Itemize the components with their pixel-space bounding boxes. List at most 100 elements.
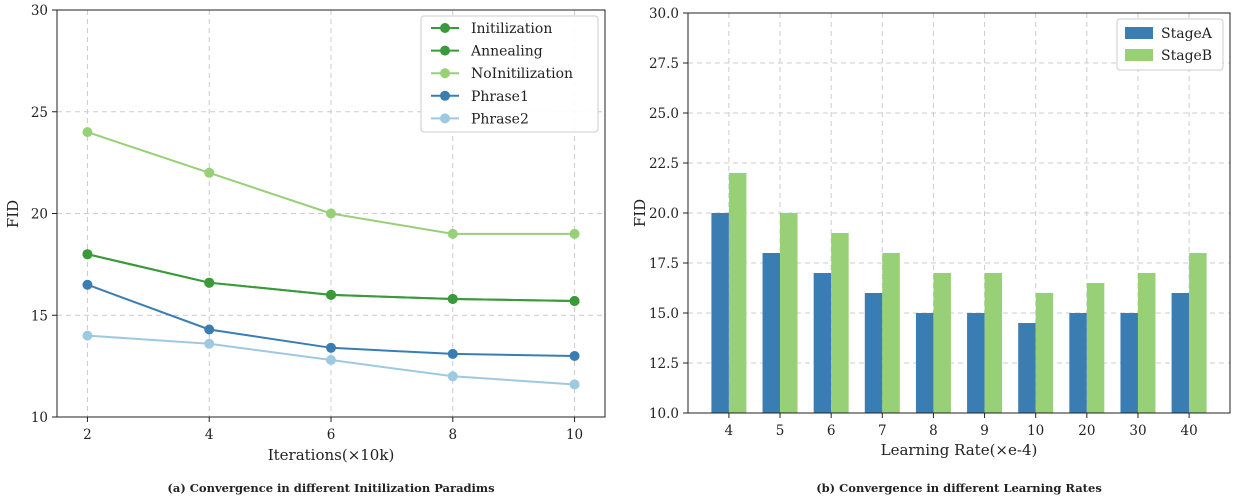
chart-b-y-tick-label-8: 30.0 xyxy=(649,6,679,22)
chart-b-bar-1-7 xyxy=(1086,283,1105,413)
chart-b-bar-0-6 xyxy=(1018,323,1036,413)
chart-a-x-tick-label-3: 8 xyxy=(448,427,457,443)
chart-b-y-axis-label: FID xyxy=(631,199,649,227)
chart-a-legend-label-3: Phrase1 xyxy=(471,89,529,105)
chart-a-point-1-3 xyxy=(447,293,458,304)
chart-a-point-2-4 xyxy=(569,228,580,239)
chart-a-point-3-1 xyxy=(204,324,215,335)
chart-b-bar-0-4 xyxy=(915,313,934,413)
chart-b-bars xyxy=(711,173,1207,413)
chart-b-y-ticks: 10.0 12.5 15.0 17.5 20.0 22.5 25.0 27.5 30.0 xyxy=(649,6,688,422)
chart-b-x-tick-label-4: 8 xyxy=(929,423,938,439)
chart-b-x-tick-label-3: 7 xyxy=(878,423,887,439)
chart-b-x-tick-label-1: 5 xyxy=(776,423,785,439)
chart-a-point-1-1 xyxy=(204,277,215,288)
chart-a-point-2-2 xyxy=(326,208,336,219)
chart-b-x-tick-label-8: 30 xyxy=(1129,423,1146,439)
chart-b-x-tick-label-6: 10 xyxy=(1027,423,1044,439)
chart-b-y-tick-label-0: 10.0 xyxy=(649,406,679,422)
chart-b-caption: (b) Convergence in different Learning Ra… xyxy=(816,481,1102,495)
chart-a-legend-label-4: Phrase2 xyxy=(471,111,529,127)
chart-a-point-2-0 xyxy=(82,127,93,138)
chart-a-x-tick-label-0: 2 xyxy=(83,427,92,443)
chart-b-y-tick-label-3: 17.5 xyxy=(649,256,679,272)
chart-a-y-axis-label: FID xyxy=(4,200,22,228)
chart-b-legend-swatch-0 xyxy=(1125,27,1153,39)
chart-a-point-2-1 xyxy=(204,167,215,178)
chart-b-bar-0-2 xyxy=(813,273,832,413)
chart-a-point-1-0 xyxy=(82,249,93,260)
chart-a-point-4-1 xyxy=(204,338,215,349)
chart-a-point-2-3 xyxy=(447,228,458,239)
chart-b-x-axis-label: Learning Rate(×e-4) xyxy=(881,441,1038,459)
chart-b-y-tick-label-2: 15.0 xyxy=(649,306,679,322)
chart-a-point-4-2 xyxy=(326,355,336,366)
chart-a-legend-box xyxy=(420,15,599,133)
chart-b-bar-1-0 xyxy=(728,173,747,413)
chart-b-x-tick-label-7: 20 xyxy=(1078,423,1095,439)
chart-a-legend-marker-2 xyxy=(440,68,450,79)
chart-a-legend-marker-4 xyxy=(440,113,450,124)
chart-a-point-4-0 xyxy=(82,330,93,341)
chart-a-legend-label-1: Annealing xyxy=(470,44,543,60)
chart-a-y-tick-label-4: 30 xyxy=(31,3,48,19)
bar-chart-learning-rate: 4 5 6 7 8 9 10 20 30 40 10.0 12.5 15.0 17.5 20.0 22.5 2… xyxy=(631,6,1231,495)
chart-b-legend-label-1: StageB xyxy=(1161,48,1212,64)
chart-b-x-tick-label-2: 6 xyxy=(827,423,836,439)
chart-b-y-tick-label-6: 25.0 xyxy=(649,106,679,122)
chart-b-bar-1-6 xyxy=(1035,293,1054,413)
chart-b-x-tick-label-0: 4 xyxy=(725,423,734,439)
chart-b-y-tick-label-4: 20.0 xyxy=(649,206,679,222)
chart-a-legend-label-0: Initilization xyxy=(471,21,552,37)
chart-a-y-tick-label-3: 25 xyxy=(31,105,48,121)
chart-b-bar-0-0 xyxy=(711,213,729,413)
chart-a-legend-marker-1 xyxy=(440,45,450,56)
chart-b-legend-label-0: StageA xyxy=(1161,26,1213,42)
chart-a-x-tick-label-1: 4 xyxy=(205,427,214,443)
chart-b-bar-0-7 xyxy=(1069,313,1087,413)
chart-a-point-3-4 xyxy=(569,350,580,361)
chart-a-x-tick-label-4: 10 xyxy=(566,427,583,443)
chart-a-point-4-3 xyxy=(447,371,458,382)
chart-b-x-tick-label-9: 40 xyxy=(1181,423,1198,439)
chart-a-legend-marker-3 xyxy=(440,90,450,101)
chart-a-x-tick-label-2: 6 xyxy=(327,427,336,443)
chart-a-y-ticks: 10 15 20 25 30 xyxy=(31,3,57,426)
chart-a-x-ticks: 2 4 6 8 10 xyxy=(83,417,583,443)
chart-a-y-tick-label-1: 15 xyxy=(31,308,48,324)
chart-a-legend-label-2: NoInitilization xyxy=(471,66,573,82)
chart-b-y-tick-label-7: 27.5 xyxy=(649,56,679,72)
chart-a-point-3-3 xyxy=(447,348,458,359)
chart-a-point-4-4 xyxy=(569,379,580,390)
chart-a-x-axis-label: Iterations(×10k) xyxy=(268,446,395,464)
chart-b-bar-0-1 xyxy=(762,253,781,413)
chart-b-bar-1-2 xyxy=(831,233,849,413)
chart-a-point-3-2 xyxy=(326,342,336,353)
chart-b-x-ticks: 4 5 6 7 8 9 10 20 30 40 xyxy=(725,413,1198,439)
chart-b-y-tick-label-5: 22.5 xyxy=(649,156,679,172)
chart-a-y-tick-label-0: 10 xyxy=(31,410,48,426)
chart-a-point-3-0 xyxy=(82,279,93,290)
chart-b-bar-1-9 xyxy=(1189,253,1207,413)
chart-b-bar-1-8 xyxy=(1137,273,1156,413)
chart-b-legend: StageA StageB xyxy=(1116,18,1224,71)
chart-b-bar-1-1 xyxy=(780,213,798,413)
chart-a-point-1-2 xyxy=(326,289,336,300)
chart-b-bar-0-3 xyxy=(864,293,883,413)
chart-b-y-tick-label-1: 12.5 xyxy=(649,356,679,372)
chart-a-y-tick-label-2: 20 xyxy=(31,207,48,223)
chart-b-legend-swatch-1 xyxy=(1125,49,1153,61)
chart-b-x-tick-label-5: 9 xyxy=(980,423,989,439)
chart-b-bar-1-5 xyxy=(984,273,1003,413)
chart-b-bar-0-5 xyxy=(967,313,985,413)
line-chart-initialization: 2 4 6 8 10 10 15 20 25 30 Iterations(×10k) FID I… xyxy=(4,3,606,495)
chart-a-caption: (a) Convergence in different Initilizati… xyxy=(167,481,494,495)
chart-b-bar-0-8 xyxy=(1120,313,1138,413)
chart-b-bar-1-3 xyxy=(882,253,900,413)
chart-a-legend: Initilization Annealing NoInitilization Phr… xyxy=(420,15,599,133)
chart-b-bar-0-9 xyxy=(1171,293,1190,413)
chart-b-bar-1-4 xyxy=(933,273,951,413)
chart-a-legend-marker-0 xyxy=(440,23,450,33)
chart-a-markers xyxy=(82,127,580,390)
